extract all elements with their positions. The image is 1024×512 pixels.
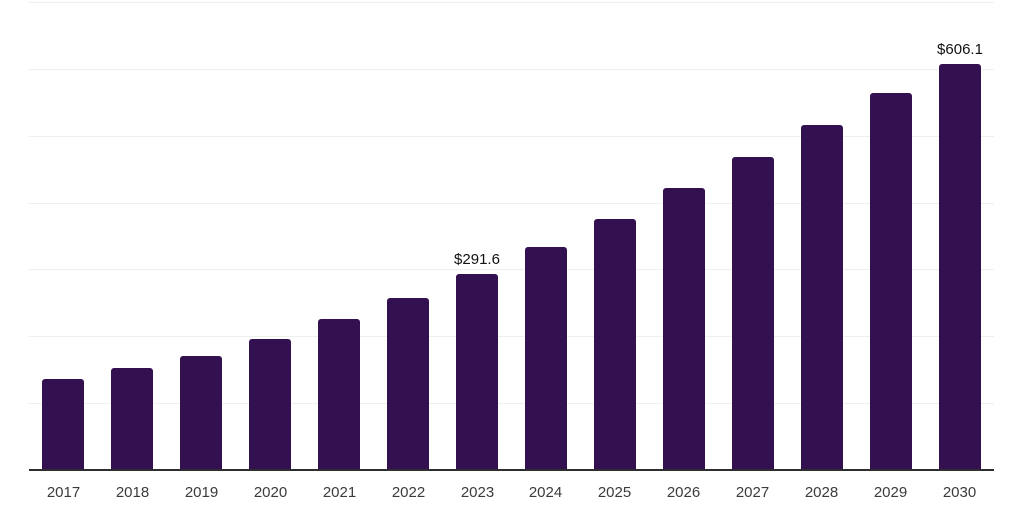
x-tick-label-2023: 2023 (460, 484, 495, 501)
bar-2027 (732, 157, 774, 469)
bar-2026 (663, 188, 705, 469)
bar-2029 (870, 93, 912, 469)
gridline-700 (29, 2, 994, 3)
x-tick-label-2024: 2024 (528, 484, 563, 501)
x-tick-label-2017: 2017 (46, 484, 81, 501)
gridline-400 (29, 203, 994, 204)
bar-2020 (249, 339, 291, 469)
bar-2021 (318, 319, 360, 469)
x-axis-line (29, 469, 994, 471)
x-tick-label-2019: 2019 (184, 484, 219, 501)
x-tick-label-2025: 2025 (597, 484, 632, 501)
bar-2024 (525, 247, 567, 469)
x-tick-label-2028: 2028 (804, 484, 839, 501)
bar-2018 (111, 368, 153, 469)
x-tick-label-2020: 2020 (253, 484, 288, 501)
x-tick-label-2021: 2021 (322, 484, 357, 501)
x-tick-label-2026: 2026 (666, 484, 701, 501)
bar-2030 (939, 64, 981, 469)
data-label-2030: $606.1 (937, 41, 983, 58)
x-tick-label-2022: 2022 (391, 484, 426, 501)
x-tick-label-2027: 2027 (735, 484, 770, 501)
x-tick-label-2030: 2030 (942, 484, 977, 501)
bar-2028 (801, 125, 843, 469)
gridline-500 (29, 136, 994, 137)
gridline-200 (29, 336, 994, 337)
bar-2017 (42, 379, 84, 469)
bar-2023 (456, 274, 498, 469)
data-label-2023: $291.6 (454, 251, 500, 268)
bar-2019 (180, 356, 222, 469)
x-tick-label-2029: 2029 (873, 484, 908, 501)
x-tick-label-2018: 2018 (115, 484, 150, 501)
bar-2022 (387, 298, 429, 469)
gridline-100 (29, 403, 994, 404)
gridline-600 (29, 69, 994, 70)
gridline-300 (29, 269, 994, 270)
bar-2025 (594, 219, 636, 469)
